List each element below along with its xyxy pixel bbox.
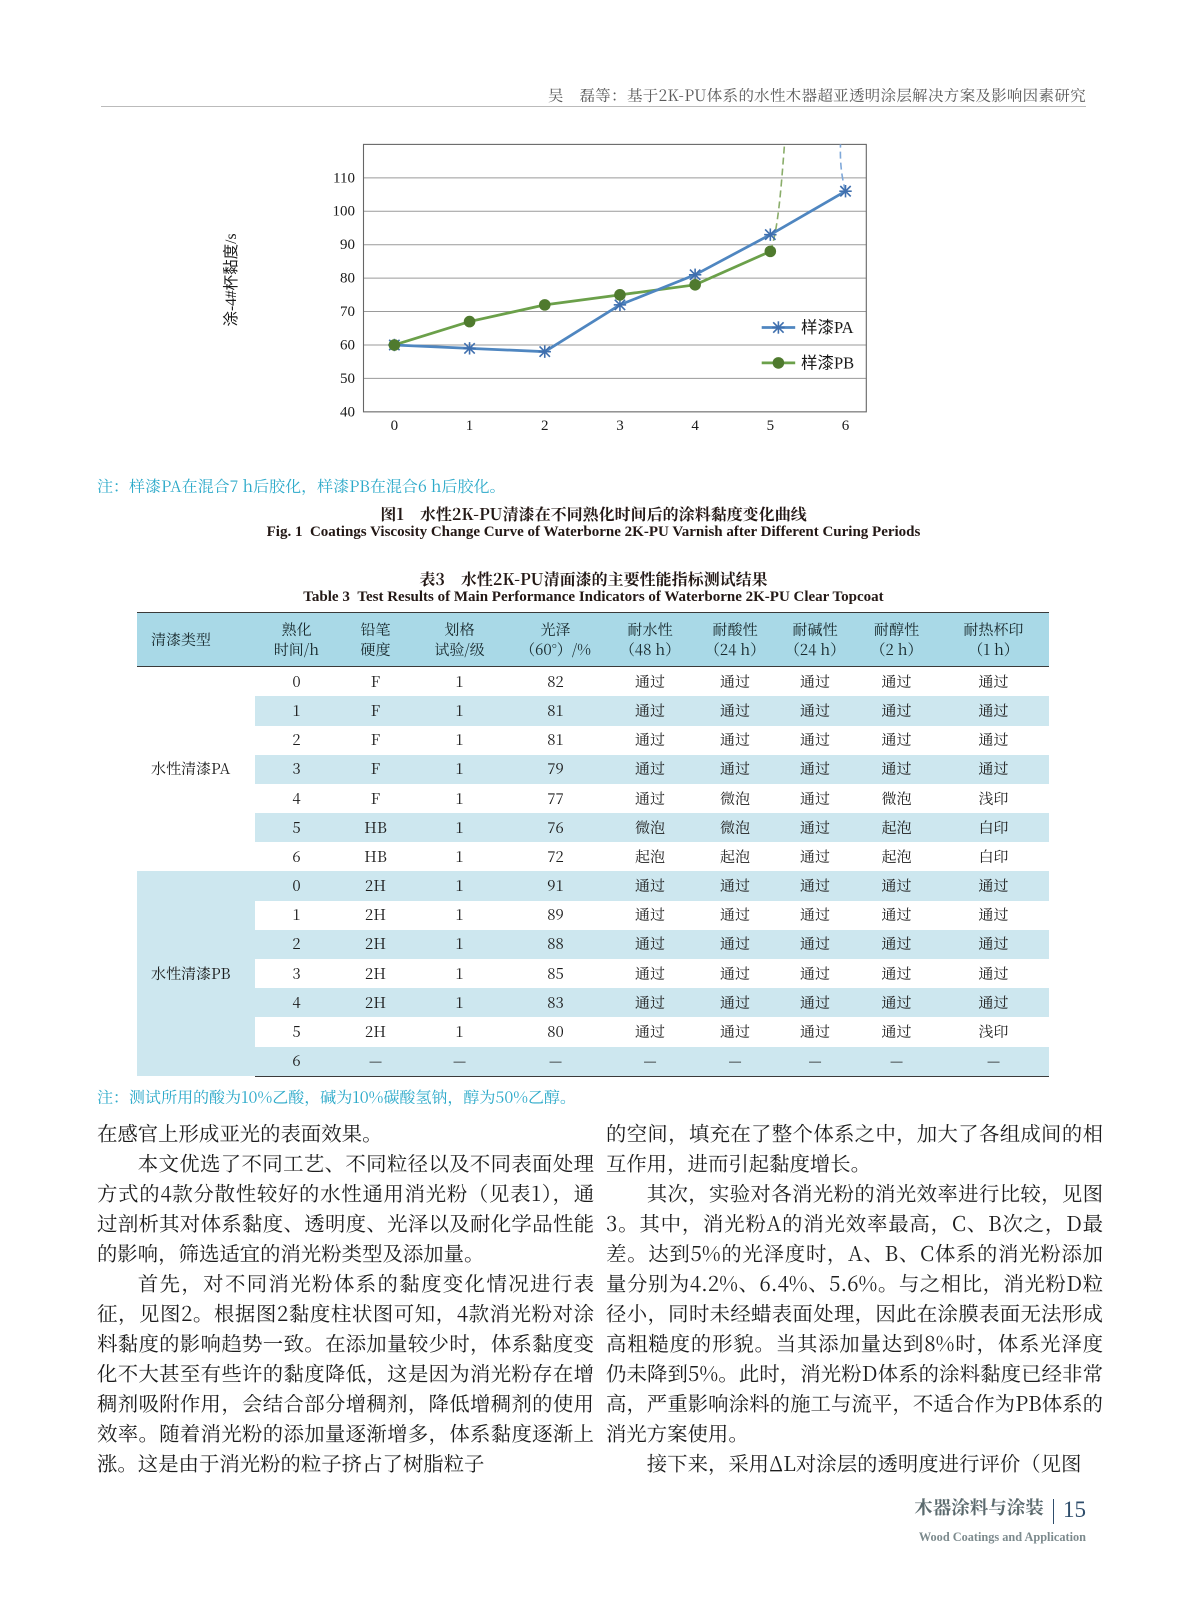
svg-text:样漆PA: 样漆PA [801,318,854,337]
svg-text:110: 110 [333,170,355,186]
svg-text:70: 70 [340,304,355,320]
svg-text:6: 6 [842,418,850,434]
svg-text:50: 50 [340,371,355,387]
svg-text:60: 60 [340,338,355,354]
svg-text:涂-4#杯黏度/s: 涂-4#杯黏度/s [222,233,240,326]
svg-text:5: 5 [767,418,775,434]
svg-text:2: 2 [541,418,549,434]
svg-text:0: 0 [391,418,399,434]
svg-text:4: 4 [691,418,699,434]
svg-text:40: 40 [340,404,355,420]
svg-text:100: 100 [333,204,356,220]
svg-text:样漆PB: 样漆PB [801,354,854,373]
svg-text:1: 1 [466,418,474,434]
svg-text:90: 90 [340,237,355,253]
svg-text:80: 80 [340,271,355,287]
svg-text:3: 3 [616,418,624,434]
